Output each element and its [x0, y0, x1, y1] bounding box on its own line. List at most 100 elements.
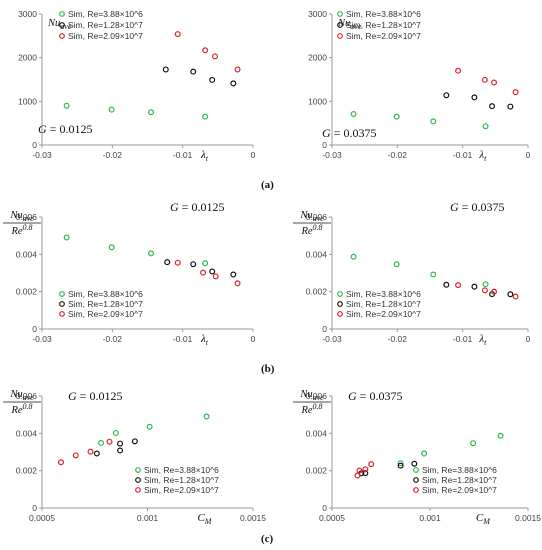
data-point	[393, 113, 400, 120]
data-point	[397, 460, 404, 467]
data-point	[203, 413, 210, 420]
data-point	[63, 234, 70, 241]
series-3	[57, 438, 113, 466]
legend-item: Sim, Re=1.28×10^7	[337, 299, 421, 309]
data-point	[108, 244, 115, 251]
data-point	[87, 448, 94, 455]
data-point	[482, 281, 489, 288]
svg-text:λt: λt	[200, 333, 209, 347]
y-tick-label: 0	[32, 140, 37, 150]
y-tick-label: 0.004	[306, 249, 328, 259]
series-2	[443, 281, 514, 298]
chart-a-right: -0.03 -0.02 -0.01 0 0 1000 2000 3000 Nuave λt G = …	[308, 9, 531, 163]
data-point	[57, 459, 64, 466]
legend-item: Sim, Re=2.09×10^7	[59, 309, 143, 319]
x-tick-label: -0.03	[322, 334, 342, 344]
data-point	[430, 271, 437, 278]
x-tick-label: 0.001	[137, 513, 159, 523]
legend-item: Sim, Re=3.88×10^6	[337, 289, 421, 299]
data-point	[393, 261, 400, 268]
data-point	[202, 113, 209, 120]
legend-label: Sim, Re=3.88×10^6	[346, 9, 421, 19]
data-point	[212, 53, 219, 60]
x-tick-label: 0	[251, 150, 256, 160]
legend-marker	[337, 22, 343, 28]
g-annotation: G = 0.0375	[348, 389, 402, 403]
legend-item: Sim, Re=1.28×10^7	[59, 299, 143, 309]
data-point	[148, 109, 155, 116]
series-1	[63, 102, 209, 120]
svg-text:Nuave: Nuave	[299, 389, 324, 402]
y-tick-label: 0.004	[16, 249, 38, 259]
legend-marker	[413, 477, 419, 483]
x-tick-label: -0.02	[388, 150, 408, 160]
x-tick-label: -0.02	[388, 334, 408, 344]
legend-marker	[135, 467, 141, 473]
legend-label: Sim, Re=2.09×10^7	[422, 485, 497, 495]
x-tick-label: -0.01	[453, 150, 473, 160]
y-tick-label: 3000	[308, 9, 327, 19]
y-tick-label: 0	[32, 324, 37, 334]
y-tick-label: 0.004	[16, 428, 38, 438]
data-point	[430, 118, 437, 125]
x-tick-label: 0	[526, 150, 531, 160]
svg-text:Re0.8: Re0.8	[300, 223, 322, 237]
data-point	[174, 31, 181, 38]
y-tick-label: 0.002	[306, 287, 328, 297]
data-point	[491, 79, 498, 86]
data-point	[209, 76, 216, 83]
legend-item: Sim, Re=2.09×10^7	[59, 31, 143, 41]
data-point	[190, 261, 197, 268]
series-1	[63, 234, 209, 267]
svg-text:Nuave: Nuave	[9, 389, 34, 402]
x-tick-label: -0.03	[322, 150, 342, 160]
data-point	[421, 450, 428, 457]
svg-text:Re0.8: Re0.8	[10, 223, 32, 237]
legend-item: Sim, Re=2.09×10^7	[135, 485, 219, 495]
legend-marker	[337, 291, 343, 297]
y-tick-label: 0.006	[306, 391, 328, 401]
data-point	[98, 440, 105, 447]
x-axis-label: λt	[200, 333, 209, 347]
data-point	[350, 253, 357, 260]
svg-text:λt: λt	[200, 149, 209, 163]
legend-label: Sim, Re=2.09×10^7	[68, 309, 143, 319]
svg-text:CM: CM	[197, 512, 212, 526]
axes: -0.03 -0.02 -0.01 0 0 0.002 0.004 0.006	[306, 212, 531, 344]
x-axis-label: CM	[197, 512, 212, 526]
axes: -0.03 -0.02 -0.01 0 0 0.002 0.004 0.006	[16, 212, 256, 344]
data-point	[148, 250, 155, 257]
data-point	[411, 460, 418, 467]
data-point	[491, 288, 498, 295]
y-tick-label: 0.002	[16, 466, 38, 476]
data-point	[112, 429, 119, 436]
legend-item: Sim, Re=3.88×10^6	[337, 9, 421, 19]
svg-text:λt: λt	[478, 149, 487, 163]
x-tick-label: 0.0015	[515, 513, 541, 523]
chart-b-left: -0.03 -0.02 -0.01 0 0 0.002 0.004 0.006NuaveRe0…	[3, 200, 256, 347]
axes: -0.03 -0.02 -0.01 0 0 1000 2000 3000	[308, 9, 531, 160]
data-point	[362, 466, 369, 473]
y-tick-label: 0	[322, 324, 327, 334]
chart-c-right: 0.0005 0.001 0.0015 0 0.002 0.004 0.006NuaveRe…	[293, 389, 542, 526]
x-tick-label: 0.0015	[240, 513, 266, 523]
axes: 0.0005 0.001 0.0015 0 0.002 0.004 0.006	[306, 391, 542, 523]
y-tick-label: 3000	[18, 9, 37, 19]
data-point	[202, 260, 209, 267]
data-point	[512, 89, 519, 96]
legend-marker	[59, 311, 65, 317]
legend-marker	[59, 11, 65, 17]
data-point	[397, 462, 404, 469]
data-point	[481, 287, 488, 294]
legend-label: Sim, Re=3.88×10^6	[68, 9, 143, 19]
data-point	[362, 470, 369, 477]
legend-item: Sim, Re=2.09×10^7	[337, 31, 421, 41]
data-point	[93, 450, 100, 457]
legend-item: Sim, Re=3.88×10^6	[135, 465, 219, 475]
x-tick-label: 0.001	[419, 513, 441, 523]
legend-marker	[135, 477, 141, 483]
series-1	[350, 110, 489, 130]
data-point	[202, 47, 209, 54]
